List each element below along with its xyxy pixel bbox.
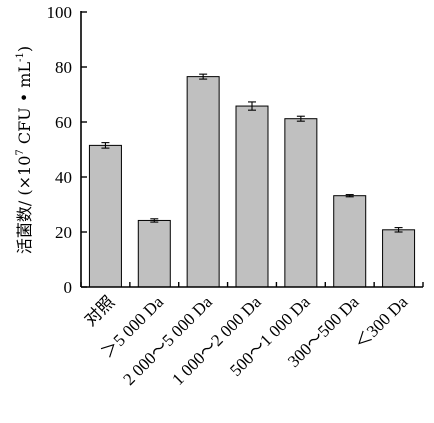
category-label-2: 2 000～5 000 Da [119,292,216,389]
category-label-3: 1 000～2 000 Da [168,292,265,389]
bar-6 [382,229,416,288]
y-tick-label-3: 60 [55,113,72,132]
bars-group [88,76,416,288]
y-axis-label-unit-exponent: -1 [15,52,26,62]
category-label-0: 对照 [81,292,118,329]
error-bars-group [101,73,403,233]
bar-0 [88,144,122,288]
y-tick-label-2: 40 [55,168,72,187]
bar-3 [235,105,269,288]
y-axis-label-suffix: ) [15,46,34,52]
y-axis-label-exponent: 7 [15,149,26,155]
bar-1 [137,219,171,288]
y-axis-label-group: 活菌数/ (×107 CFU • mL-1) [15,46,34,254]
y-axis-label-prefix: 活菌数/ (×10 [15,156,34,255]
y-axis-label: 活菌数/ (×107 CFU • mL-1) [15,46,34,254]
x-axis [80,282,424,288]
y-axis-label-unit: CFU • mL [15,62,34,150]
y-tick-label-5: 100 [47,3,73,22]
y-tick-label-0: 0 [64,278,73,297]
bar-5 [333,195,367,288]
bar-2 [186,76,220,288]
y-tick-label-4: 80 [55,58,72,77]
category-labels: 对照＞5 000 Da2 000～5 000 Da1 000～2 000 Da5… [81,292,412,389]
y-tick-label-1: 20 [55,223,72,242]
y-axis: 0 20 40 60 80 100 [47,3,87,297]
bar-4 [284,118,318,288]
category-label-6: ＜300 Da [351,292,412,353]
